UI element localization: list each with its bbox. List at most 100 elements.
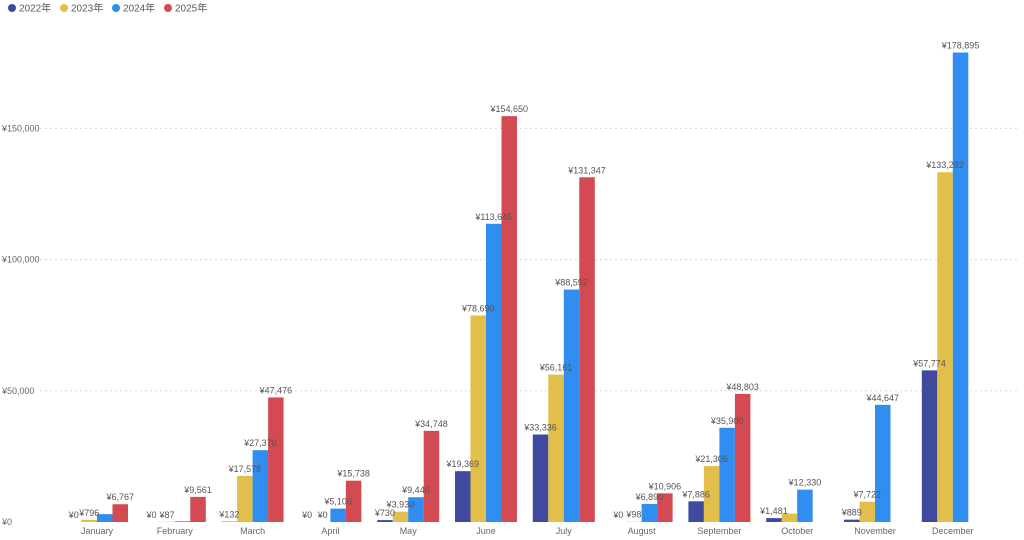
bar-may-series-1 [377, 520, 393, 522]
bar-march-series-2 [237, 475, 253, 522]
legend-label-3: 2024年 [123, 2, 155, 15]
y-axis: ¥0 ¥50,000 ¥100,000 ¥150,000 [1, 123, 40, 527]
x-tick-label-january: January [81, 526, 114, 536]
data-label-august-series-1: ¥0 [612, 510, 623, 520]
bar-november-series-3 [875, 404, 891, 522]
bar-march-series-4 [268, 397, 284, 522]
bar-october-series-2 [781, 513, 798, 522]
data-label-april-series-2: ¥0 [317, 510, 328, 520]
bar-june-series-2 [470, 315, 486, 522]
bar-september-series-2 [703, 466, 720, 522]
x-tick-label-july: July [556, 526, 573, 536]
bar-june-series-3 [486, 223, 502, 523]
bar-november-series-1 [844, 519, 860, 522]
data-label-january-series-4: ¥6,767 [105, 492, 134, 502]
data-label-april-series-1: ¥0 [301, 510, 312, 520]
bar-july-series-4 [579, 177, 595, 522]
bar-april-series-3 [330, 508, 346, 522]
data-label-september-series-2: ¥21,305 [694, 454, 728, 464]
bar-january-series-3 [97, 514, 113, 522]
x-axis: January February March April May June July Augu… [81, 526, 974, 536]
chart-data-labels: ¥0 ¥796¥6,767¥0 ¥87¥9,561¥132¥17,578¥27,37… [68, 41, 980, 520]
data-label-february-series-4: ¥9,561 [183, 485, 212, 495]
bar-december-series-1 [921, 370, 938, 522]
bar-march-series-3 [252, 450, 269, 522]
bar-december-series-2 [937, 172, 953, 523]
legend-marker-3 [112, 4, 120, 12]
x-tick-label-december: December [932, 526, 974, 536]
data-label-december-series-1: ¥57,774 [912, 358, 946, 368]
data-label-november-series-3: ¥44,647 [865, 393, 899, 403]
legend-marker-1 [8, 4, 16, 12]
data-label-may-series-1: ¥730 [374, 508, 395, 518]
data-label-june-series-3: ¥113,645 [474, 212, 512, 222]
data-label-july-series-4: ¥131,347 [567, 165, 606, 175]
data-label-january-series-2: ¥796 [78, 508, 99, 518]
bar-august-series-4 [657, 493, 673, 522]
data-label-may-series-4: ¥34,748 [414, 419, 448, 429]
legend-label-1: 2022年 [19, 2, 51, 15]
data-label-november-series-1: ¥889 [841, 508, 862, 518]
x-tick-label-may: May [400, 526, 418, 536]
legend-marker-2 [60, 4, 68, 12]
data-label-december-series-2: ¥133,292 [925, 160, 964, 170]
chart-bars [81, 52, 969, 523]
bar-january-series-2 [81, 519, 97, 522]
data-label-august-series-4: ¥10,906 [648, 481, 682, 491]
legend-label-2: 2023年 [71, 2, 103, 15]
bar-august-series-3 [641, 503, 658, 522]
data-label-may-series-2: ¥3,930 [386, 500, 415, 510]
data-label-september-series-3: ¥35,900 [710, 416, 744, 426]
bar-february-series-4 [190, 496, 206, 522]
data-label-september-series-4: ¥48,803 [725, 382, 759, 392]
bar-may-series-4 [423, 430, 440, 522]
data-label-january-series-1: ¥0 [68, 510, 79, 520]
x-tick-label-april: April [321, 526, 339, 536]
bar-june-series-4 [501, 116, 517, 522]
x-tick-label-november: November [854, 526, 896, 536]
bar-july-series-1 [532, 434, 549, 522]
data-label-august-series-3: ¥6,890 [635, 492, 664, 502]
bar-january-series-4 [112, 504, 128, 522]
y-tick-label-1: ¥0 [1, 517, 12, 527]
data-label-april-series-4: ¥15,738 [336, 469, 370, 479]
x-tick-label-october: October [781, 526, 813, 536]
y-tick-label-3: ¥100,000 [1, 255, 40, 265]
data-label-march-series-4: ¥47,476 [259, 385, 293, 395]
bar-july-series-3 [563, 289, 580, 522]
chart-legend: 2022年 2023年 2024年 2025年 [8, 2, 207, 15]
x-tick-label-february: February [157, 526, 194, 536]
data-label-june-series-1: ¥19,369 [445, 459, 479, 469]
bar-september-series-1 [688, 501, 704, 522]
data-label-july-series-3: ¥88,592 [554, 278, 588, 288]
data-label-march-series-1: ¥132 [218, 510, 239, 520]
x-tick-label-september: September [697, 526, 741, 536]
bar-october-series-1 [766, 518, 782, 522]
data-label-september-series-1: ¥7,886 [681, 489, 710, 499]
data-label-june-series-4: ¥154,650 [489, 104, 528, 114]
data-label-july-series-1: ¥33,336 [523, 423, 557, 433]
legend-label-4: 2025年 [175, 2, 207, 15]
legend-marker-4 [164, 4, 172, 12]
y-tick-label-2: ¥50,000 [1, 386, 35, 396]
data-label-october-series-3: ¥12,330 [788, 478, 822, 488]
x-tick-label-june: June [476, 526, 496, 536]
data-label-july-series-2: ¥56,161 [539, 363, 573, 373]
bar-september-series-4 [734, 393, 751, 522]
chart-gridlines [40, 127, 1018, 392]
data-label-march-series-3: ¥27,370 [243, 438, 277, 448]
data-label-december-series-3: ¥178,895 [941, 41, 980, 51]
data-label-march-series-2: ¥17,578 [228, 464, 262, 474]
bar-december-series-3 [952, 52, 969, 523]
data-label-october-series-1: ¥1,481 [759, 506, 788, 516]
data-label-june-series-2: ¥78,690 [461, 303, 495, 313]
y-tick-label-4: ¥150,000 [1, 123, 40, 133]
bar-february-series-3 [174, 521, 191, 522]
bar-may-series-2 [392, 511, 409, 522]
data-label-may-series-3: ¥9,440 [401, 485, 430, 495]
x-tick-label-august: August [628, 526, 657, 536]
bar-october-series-3 [797, 489, 813, 522]
bar-september-series-3 [719, 427, 735, 522]
bar-may-series-3 [408, 497, 424, 522]
